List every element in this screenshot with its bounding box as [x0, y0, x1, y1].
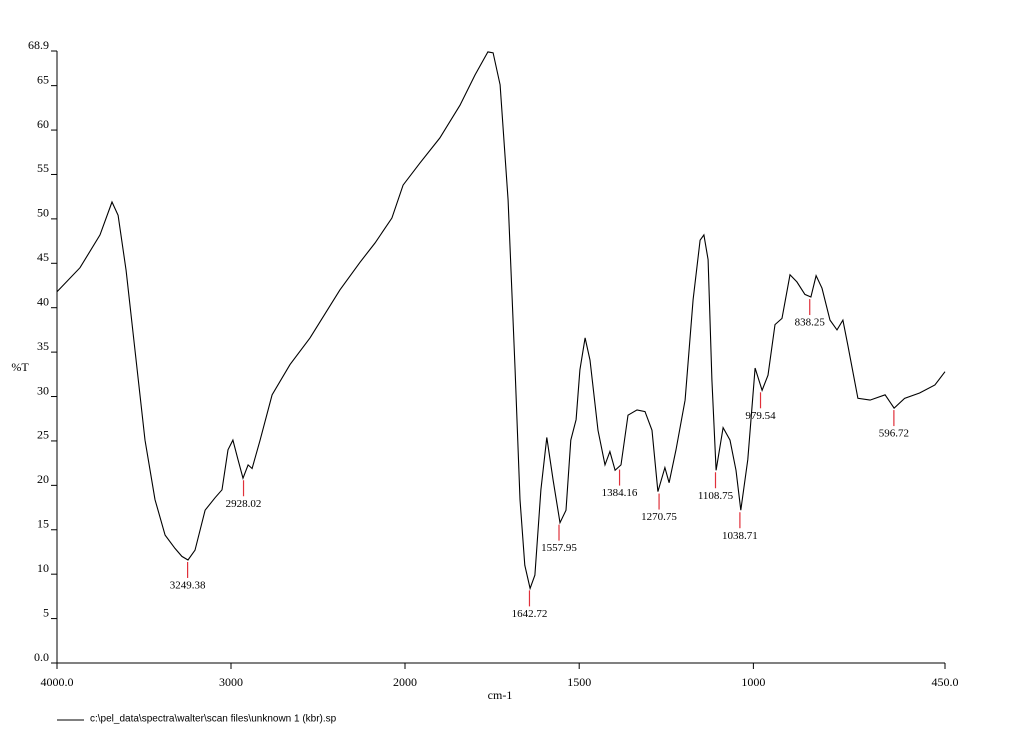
y-tick-label: 68.9 — [28, 38, 49, 52]
x-tick-label: 3000 — [219, 675, 243, 689]
footer: c:\pel_data\spectra\walter\scan files\un… — [90, 714, 337, 725]
peak-label: 1642.72 — [512, 608, 548, 620]
x-tick-label: 4000.0 — [41, 675, 74, 689]
peak-label: 2928.02 — [226, 498, 262, 510]
y-tick-label: 0.0 — [34, 650, 49, 664]
y-tick-label: 45 — [37, 250, 49, 264]
peak-label: 1384.16 — [602, 487, 638, 499]
x-tick-label: 1000 — [741, 675, 765, 689]
y-tick-label: 65 — [37, 72, 49, 86]
x-axis-label: cm-1 — [488, 688, 513, 702]
x-tick-label: 1500 — [567, 675, 591, 689]
peak-label: 3249.38 — [170, 579, 206, 591]
y-tick-label: 5 — [43, 605, 49, 619]
y-tick-label: 60 — [37, 117, 49, 131]
y-tick-label: 20 — [37, 472, 49, 486]
peak-label: 838.25 — [795, 317, 826, 329]
spectrum-line — [56, 51, 946, 591]
y-tick-label: 50 — [37, 206, 49, 220]
peak-label: 1108.75 — [698, 490, 734, 502]
y-axis-label: %T — [11, 360, 29, 374]
x-tick-label: 2000 — [393, 675, 417, 689]
peak-label: 1557.95 — [541, 542, 577, 554]
peak-label: 596.72 — [879, 428, 909, 440]
y-tick-label: 15 — [37, 517, 49, 531]
y-tick-label: 10 — [37, 561, 49, 575]
y-tick-label: 30 — [37, 383, 49, 397]
x-tick-label: 450.0 — [932, 675, 959, 689]
y-tick-label: 35 — [37, 339, 49, 353]
peak-label: 1038.71 — [722, 530, 758, 542]
y-tick-label: 40 — [37, 294, 49, 308]
y-tick-label: 55 — [37, 161, 49, 175]
y-tick-label: 25 — [37, 428, 49, 442]
peak-label: 979.54 — [745, 410, 776, 422]
peak-label: 1270.75 — [641, 511, 677, 523]
